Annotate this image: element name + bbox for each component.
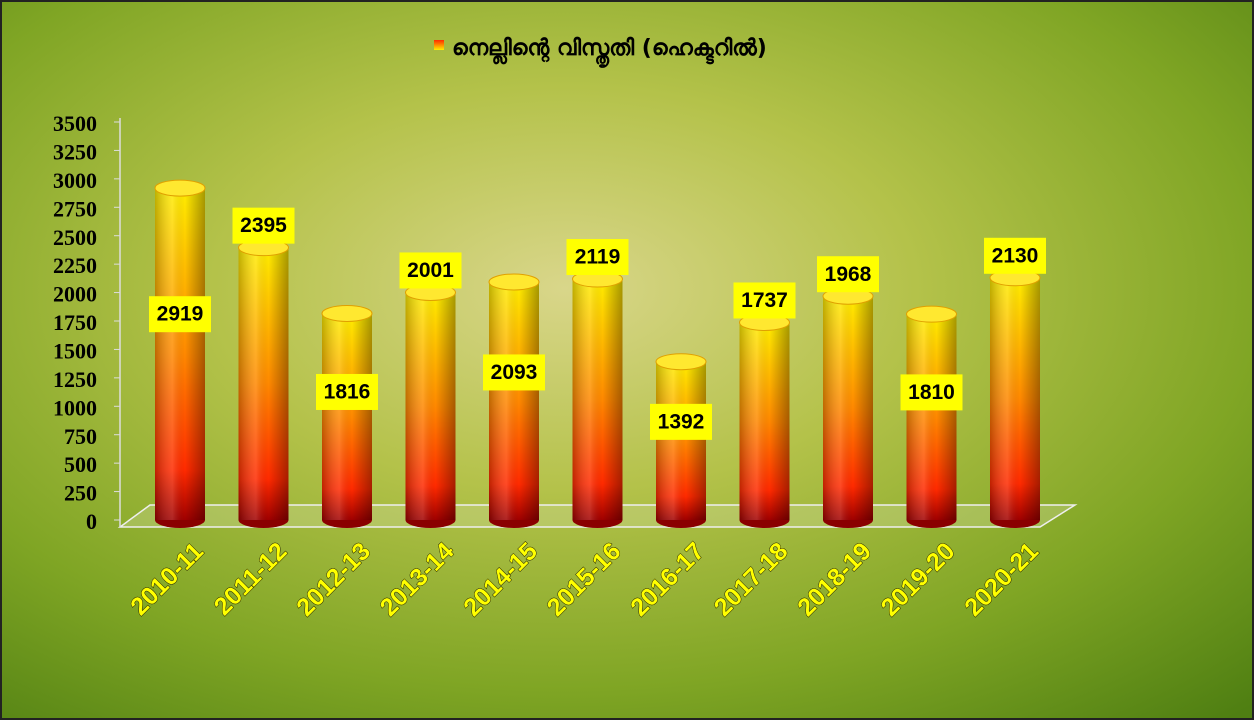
value-label-box (149, 296, 211, 333)
bar-top (154, 179, 206, 197)
bar-shade (823, 296, 873, 520)
value-label: 2919 (157, 303, 204, 326)
bar (822, 287, 874, 528)
bar (488, 273, 540, 528)
y-tick-label: 0 (86, 509, 97, 534)
y-tick-label: 1250 (53, 367, 97, 392)
value-label-box (483, 354, 545, 391)
value-label: 1737 (741, 289, 788, 312)
y-tick-label: 2000 (53, 282, 97, 307)
bar (989, 269, 1041, 528)
value-label-box (399, 252, 462, 289)
y-tick-label: 2250 (53, 253, 97, 278)
value-label: 2395 (240, 214, 287, 237)
bar-top (321, 304, 373, 322)
value-label-box (817, 256, 879, 293)
y-tick-label: 500 (64, 452, 97, 477)
bar (154, 179, 206, 528)
y-tick-label: 3250 (53, 139, 97, 164)
bar-shade (489, 281, 539, 520)
y-tick-label: 2500 (53, 225, 97, 250)
legend-swatch (434, 40, 444, 50)
value-label-box (316, 373, 378, 410)
y-tick-label: 1750 (53, 310, 97, 335)
bar (405, 283, 456, 528)
bar (321, 304, 373, 528)
bar-shade (155, 188, 205, 520)
y-tick-label: 2750 (53, 196, 97, 221)
bar (238, 239, 289, 528)
y-tick-label: 3000 (53, 168, 97, 193)
bar (572, 270, 623, 528)
bar-shade (322, 313, 372, 520)
bar (655, 353, 707, 528)
bar-shade (739, 322, 790, 520)
y-tick-label: 250 (64, 481, 97, 506)
value-label: 1968 (825, 263, 872, 286)
value-label-box (566, 239, 629, 276)
value-label-box (900, 374, 963, 411)
bar (739, 313, 790, 528)
value-label: 1392 (658, 410, 705, 433)
value-label: 1816 (324, 381, 371, 404)
value-label-box (984, 237, 1046, 274)
bar-shade (238, 247, 289, 520)
value-label: 2130 (992, 244, 1039, 267)
value-label: 2001 (407, 259, 454, 282)
value-label-box (650, 403, 712, 440)
y-tick-label: 1000 (53, 395, 97, 420)
value-label-box (733, 282, 796, 319)
bar-shade (990, 277, 1040, 520)
bar (906, 305, 957, 528)
bar-shade (906, 314, 957, 520)
bar-top (655, 353, 707, 371)
y-tick-label: 1500 (53, 338, 97, 363)
y-tick-label: 750 (64, 424, 97, 449)
value-label: 1810 (908, 381, 955, 404)
bar-top (906, 305, 957, 323)
y-tick-label: 3500 (53, 111, 97, 136)
value-label: 2093 (491, 361, 538, 384)
value-label: 2119 (575, 246, 621, 269)
bar-shade (572, 279, 623, 520)
value-label-box (232, 207, 295, 244)
bar-top (488, 273, 540, 291)
bar-shade (656, 361, 706, 520)
bar-shade (405, 292, 456, 520)
